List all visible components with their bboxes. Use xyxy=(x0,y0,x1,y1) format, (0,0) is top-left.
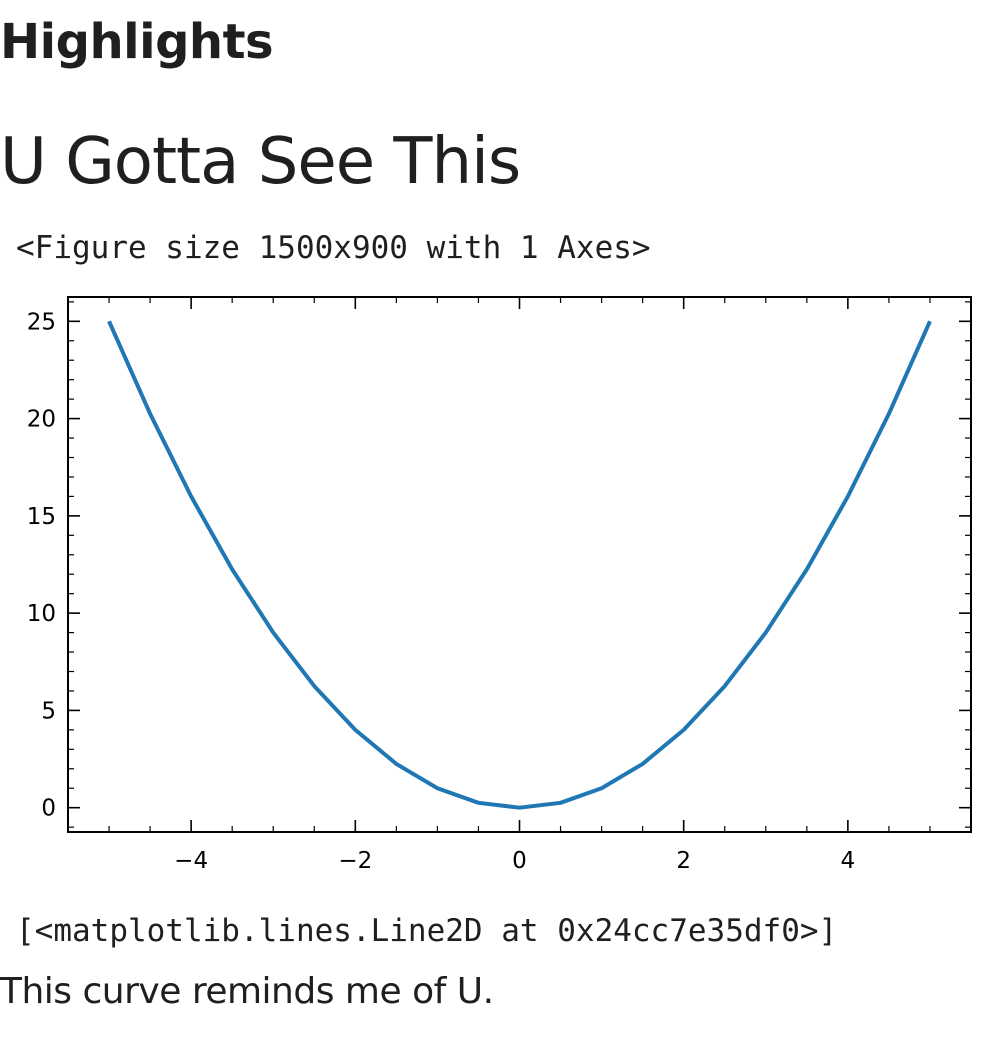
x-tick-label: 0 xyxy=(512,848,527,874)
x-tick-label: 2 xyxy=(676,848,691,874)
y-tick-label: 25 xyxy=(27,309,56,335)
x-tick-label: −4 xyxy=(174,848,208,874)
axes-group: −4 −2 0 2 4 0 5 10 15 20 25 xyxy=(27,296,972,874)
figure-caption-output: <Figure size 1500x900 with 1 Axes> xyxy=(16,230,651,266)
plot-frame xyxy=(67,296,972,833)
y-tick-label: 15 xyxy=(27,504,56,530)
parabola-chart: −4 −2 0 2 4 0 5 10 15 20 25 xyxy=(27,296,972,874)
y-tick-label: 10 xyxy=(27,601,56,627)
x-tick-label: 4 xyxy=(841,848,856,874)
page-subheading: U Gotta See This xyxy=(0,125,521,199)
series-line-0 xyxy=(107,320,932,810)
y-tick-label: 5 xyxy=(41,698,56,724)
line2d-repr-output: [<matplotlib.lines.Line2D at 0x24cc7e35d… xyxy=(16,913,838,949)
y-tick-label: 20 xyxy=(27,407,56,433)
note-text: This curve reminds me of U. xyxy=(0,971,494,1012)
x-tick-label: −2 xyxy=(338,848,372,874)
page-heading: Highlights xyxy=(0,14,274,70)
y-tick-label: 0 xyxy=(41,796,56,822)
